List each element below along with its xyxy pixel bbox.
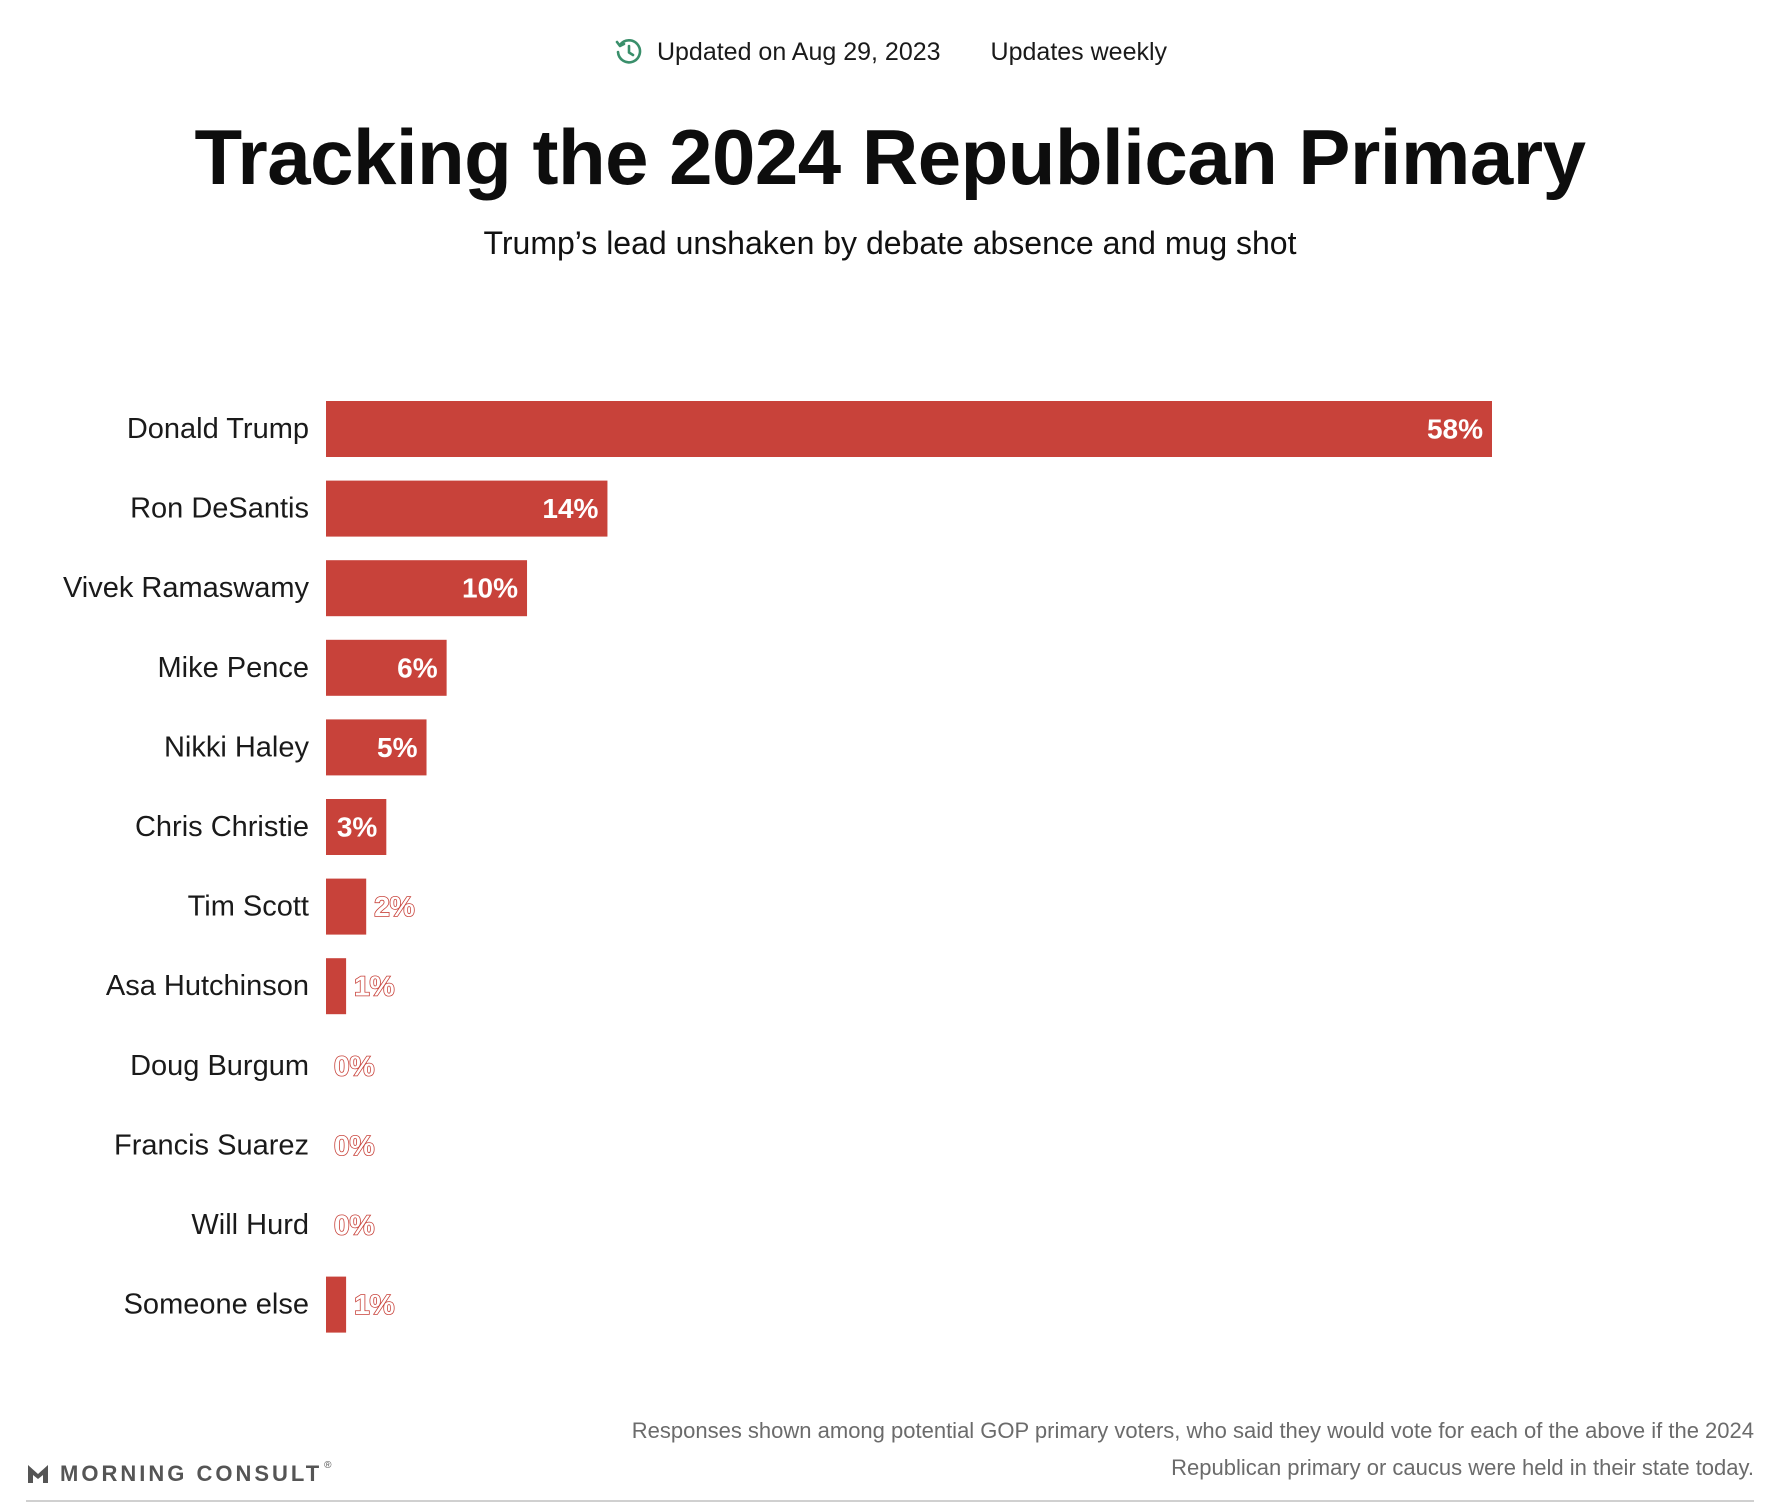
- bar: [326, 799, 387, 855]
- value-label: 2%: [374, 891, 415, 922]
- category-label: Someone else: [124, 1289, 309, 1321]
- morning-consult-logo-mark: [28, 1465, 48, 1483]
- logo-trademark: ®: [324, 1460, 332, 1471]
- bar: [326, 480, 608, 537]
- category-label: Nikki Haley: [164, 731, 310, 763]
- chart-title: Tracking the 2024 Republican Primary: [194, 113, 1586, 201]
- category-label: Donald Trump: [127, 413, 309, 445]
- bottom-divider: [26, 1500, 1754, 1502]
- value-label: 0%: [334, 1050, 375, 1081]
- category-label: Mike Pence: [157, 652, 309, 684]
- bar: [326, 719, 427, 776]
- value-label: 3%: [337, 812, 378, 843]
- value-label: 14%: [542, 493, 598, 524]
- value-label: 6%: [397, 652, 438, 683]
- value-label: 58%: [1427, 414, 1483, 445]
- category-label: Tim Scott: [188, 891, 309, 923]
- update-info-bar: Updated on Aug 29, 2023 Updates weekly: [0, 26, 1780, 78]
- value-label: 10%: [462, 573, 518, 604]
- value-label: 0%: [334, 1130, 375, 1161]
- updated-date-label: Updated on Aug 29, 2023: [656, 37, 941, 66]
- category-label: Ron DeSantis: [130, 493, 309, 525]
- logo-text: MORNING CONSULT: [60, 1461, 323, 1486]
- value-label: 5%: [377, 732, 418, 763]
- chart-footnote: Responses shown among potential GOP prim…: [631, 1418, 1754, 1480]
- category-label: Vivek Ramaswamy: [63, 572, 310, 604]
- bar-chart: Donald Trump 58% Ron DeSantis 14% Vivek Rama…: [63, 401, 1492, 1333]
- morning-consult-logo: MORNING CONSULT ®: [26, 1458, 332, 1490]
- value-label: 1%: [354, 971, 395, 1002]
- chart-subtitle: Trump’s lead unshaken by debate absence …: [483, 225, 1297, 261]
- category-label: Francis Suarez: [114, 1129, 309, 1161]
- category-label: Asa Hutchinson: [106, 970, 309, 1002]
- category-label: Doug Burgum: [130, 1050, 309, 1082]
- category-label: Chris Christie: [135, 811, 309, 843]
- history-icon: [615, 39, 642, 64]
- bar: [326, 878, 367, 935]
- bar: [326, 560, 528, 617]
- bar: [326, 958, 347, 1015]
- bar: [326, 639, 447, 696]
- bar: [326, 401, 1492, 457]
- value-label: 1%: [354, 1289, 395, 1320]
- category-label: Will Hurd: [191, 1209, 309, 1241]
- updated-date-group: Updated on Aug 29, 2023: [613, 36, 941, 68]
- update-frequency-label: Updates weekly: [990, 37, 1168, 66]
- bar: [326, 1276, 347, 1333]
- value-label: 0%: [334, 1210, 375, 1241]
